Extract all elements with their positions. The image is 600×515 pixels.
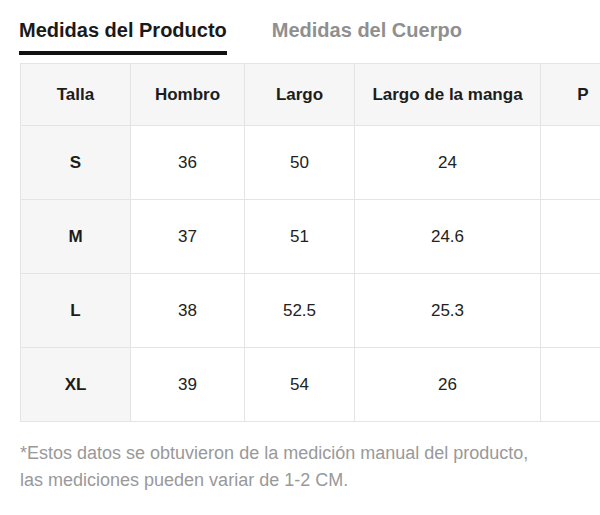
- measurement-cell-manga: 25.3: [355, 274, 541, 348]
- column-header-largo-de-la-manga: Largo de la manga: [355, 64, 541, 126]
- table-row-s: S 36 50 24: [21, 126, 600, 200]
- measurement-disclaimer-line2: las mediciones pueden variar de 1-2 CM.: [20, 467, 580, 494]
- measurement-cell-hombro: 39: [131, 348, 245, 422]
- measurement-cell-manga: 26: [355, 348, 541, 422]
- column-header-clipped: P: [541, 64, 600, 126]
- measurement-cell-manga: 24: [355, 126, 541, 200]
- column-header-talla: Talla: [21, 64, 131, 126]
- measurement-disclaimer-line1: *Estos datos se obtuvieron de la medició…: [20, 440, 580, 467]
- measurement-cell-hombro: 36: [131, 126, 245, 200]
- product-measurements-table: Talla Hombro Largo Largo de la manga P S…: [20, 63, 600, 422]
- measurement-cell-clipped: [541, 126, 600, 200]
- measurement-cell-manga: 24.6: [355, 200, 541, 274]
- tab-medidas-del-cuerpo[interactable]: Medidas del Cuerpo: [272, 18, 462, 55]
- measurement-cell-hombro: 37: [131, 200, 245, 274]
- measurement-cell-largo: 51: [245, 200, 355, 274]
- size-label-cell: S: [21, 126, 131, 200]
- column-header-hombro: Hombro: [131, 64, 245, 126]
- column-header-largo: Largo: [245, 64, 355, 126]
- table-header-row: Talla Hombro Largo Largo de la manga P: [21, 64, 600, 126]
- size-label-cell: L: [21, 274, 131, 348]
- table-row-l: L 38 52.5 25.3: [21, 274, 600, 348]
- measurement-cell-clipped: [541, 274, 600, 348]
- size-table-scroll-area[interactable]: Talla Hombro Largo Largo de la manga P S…: [0, 63, 600, 422]
- measurement-cell-clipped: [541, 348, 600, 422]
- measurement-cell-clipped: [541, 200, 600, 274]
- measurement-cell-largo: 52.5: [245, 274, 355, 348]
- size-chart-tabs: Medidas del Producto Medidas del Cuerpo: [19, 18, 600, 55]
- size-label-cell: XL: [21, 348, 131, 422]
- table-row-xl: XL 39 54 26: [21, 348, 600, 422]
- measurement-cell-hombro: 38: [131, 274, 245, 348]
- measurement-disclaimer: *Estos datos se obtuvieron de la medició…: [20, 440, 580, 494]
- tab-medidas-del-producto[interactable]: Medidas del Producto: [19, 18, 227, 55]
- table-row-m: M 37 51 24.6: [21, 200, 600, 274]
- measurement-cell-largo: 54: [245, 348, 355, 422]
- size-label-cell: M: [21, 200, 131, 274]
- measurement-cell-largo: 50: [245, 126, 355, 200]
